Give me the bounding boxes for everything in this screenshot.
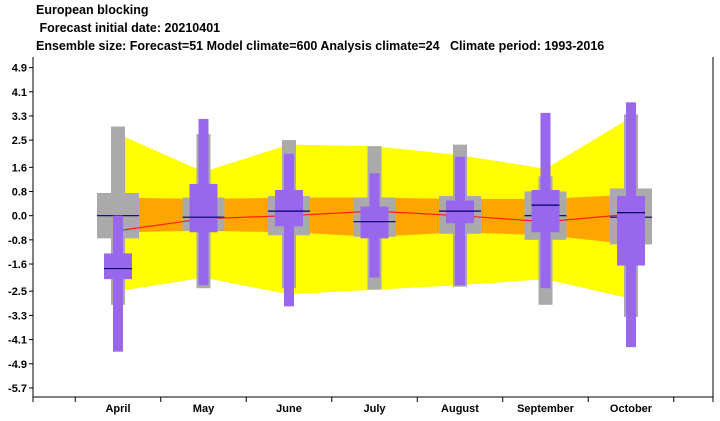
forecast-box-august: [446, 200, 474, 224]
y-tick-label: -4.9: [8, 359, 27, 371]
y-tick-label: 0.8: [12, 186, 27, 198]
y-tick-label: 0.0: [12, 211, 27, 223]
x-tick-label-july: July: [363, 403, 386, 415]
forecast-whisker-april: [113, 215, 123, 352]
axes: 4.9 4.1 3.3 2.5 1.6 0.8 0.0 -0.8 -1.6 -2.5 -3.3 -4.…: [8, 57, 714, 415]
x-tick-label-april: April: [105, 403, 130, 415]
plot-area: [97, 102, 652, 352]
forecast-box-september: [531, 189, 560, 233]
forecast-box-october: [617, 196, 645, 266]
x-tick-label-september: September: [517, 403, 575, 415]
y-tick-label: -0.8: [8, 235, 27, 247]
y-tick-label: 4.9: [12, 63, 27, 75]
chart-title: European blocking: [36, 3, 149, 17]
forecast-box-june: [275, 189, 303, 227]
y-tick-label: -4.1: [8, 335, 27, 347]
forecast-box-may: [189, 183, 218, 233]
y-tick-label: -3.3: [8, 310, 27, 322]
x-tick-label-october: October: [610, 403, 653, 415]
y-tick-label: -5.7: [8, 383, 27, 395]
x-tick-label-may: May: [193, 403, 215, 415]
y-tick-label: 2.5: [12, 135, 27, 147]
chart-subtitle: Forecast initial date: 20210401: [36, 21, 221, 35]
forecast-box-april: [104, 253, 132, 280]
y-tick-label: 1.6: [12, 162, 27, 174]
y-tick-label: 4.1: [12, 87, 27, 99]
forecast-box-july: [360, 206, 389, 239]
chart-info: Ensemble size: Forecast=51 Model climate…: [36, 39, 605, 53]
y-tick-label: 3.3: [12, 111, 27, 123]
x-tick-label-june: June: [276, 403, 302, 415]
y-tick-label: -1.6: [8, 259, 27, 271]
y-tick-label: -2.5: [8, 286, 27, 298]
forecast-whisker-june: [284, 153, 294, 307]
x-tick-label-august: August: [441, 403, 479, 415]
